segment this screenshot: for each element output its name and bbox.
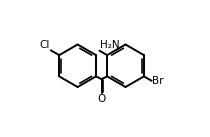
Text: Cl: Cl — [40, 40, 50, 50]
Text: O: O — [97, 94, 106, 104]
Text: Br: Br — [152, 76, 164, 86]
Text: H₂N: H₂N — [100, 40, 120, 50]
